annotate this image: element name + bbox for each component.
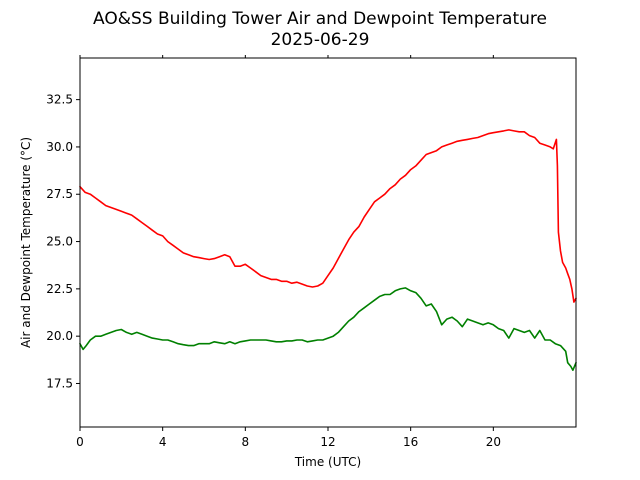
chart-subtitle: 2025-06-29 <box>271 30 370 50</box>
series-layer <box>79 129 577 371</box>
y-tick-label: 25.0 <box>46 235 73 249</box>
series-line-dewpoint-temperature <box>79 287 577 371</box>
y-tick-label: 20.0 <box>46 329 73 343</box>
y-tick-label: 27.5 <box>46 187 73 201</box>
x-tick-label: 12 <box>320 435 335 449</box>
x-tick-label: 4 <box>159 435 167 449</box>
y-axis-label: Air and Dewpoint Temperature (°C) <box>19 137 33 348</box>
series-line-air-temperature <box>79 129 577 303</box>
plot-frame <box>79 57 577 428</box>
chart-title: AO&SS Building Tower Air and Dewpoint Te… <box>93 9 547 29</box>
x-axis-label: Time (UTC) <box>294 455 361 469</box>
y-axis-ticks: 17.5 20.0 22.5 25.0 27.5 30.0 32.5 <box>46 93 80 390</box>
x-tick-label: 20 <box>486 435 501 449</box>
x-tick-label: 0 <box>76 435 84 449</box>
y-tick-label: 17.5 <box>46 376 73 390</box>
x-tick-label: 8 <box>242 435 250 449</box>
x-axis-ticks: 0 4 8 12 16 20 <box>76 55 501 449</box>
y-tick-label: 30.0 <box>46 140 73 154</box>
y-tick-label: 22.5 <box>46 282 73 296</box>
x-tick-label: 16 <box>403 435 418 449</box>
y-tick-label: 32.5 <box>46 93 73 107</box>
